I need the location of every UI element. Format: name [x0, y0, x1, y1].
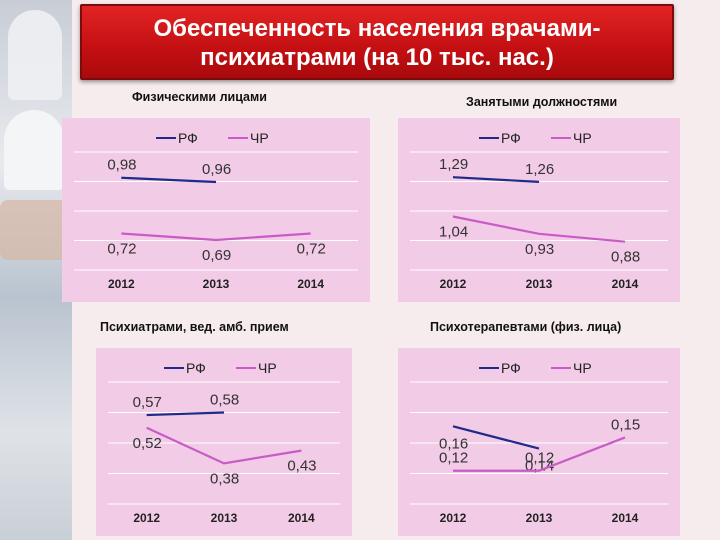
x-tick-label: 2013: [526, 277, 553, 291]
data-label: 0,52: [133, 435, 162, 452]
x-tick-label: 2012: [133, 511, 160, 525]
series-line-chr: [121, 232, 311, 242]
page-title-line2: психиатрами (на 10 тыс. нас.): [200, 44, 554, 71]
series-line-rf: [452, 425, 540, 450]
x-tick-label: 2013: [526, 511, 553, 525]
data-label: 0,58: [210, 392, 239, 409]
page-title: Обеспеченность населения врачами- психиа…: [82, 6, 672, 72]
chart-panel-outpatient: РФ ЧР 0,57 0,58 0,52 0,38 0,43 2012 2013 2014: [96, 348, 352, 536]
data-label: 0,72: [107, 241, 136, 258]
legend-label-chr: ЧР: [250, 130, 269, 146]
data-label: 0,12: [525, 450, 554, 467]
chart-subtitle-posts: Занятыми должностями: [466, 95, 618, 109]
data-label: 0,93: [525, 241, 554, 258]
chart-panel-posts: РФ ЧР 1,29 1,26 1,04 0,93 0,88 2012 2013 2014: [398, 118, 680, 302]
data-label: 1,26: [525, 161, 554, 178]
series-line-rf: [121, 176, 217, 184]
chart-posts-svg: РФ ЧР 1,29 1,26 1,04 0,93 0,88 2012 2013 2014: [410, 130, 668, 291]
data-label: 0,69: [202, 247, 231, 264]
x-tick-label: 2014: [612, 511, 639, 525]
series-line-chr: [452, 215, 626, 243]
x-tick-label: 2012: [108, 277, 135, 291]
legend-label-chr: ЧР: [573, 130, 592, 146]
data-label: 1,04: [439, 224, 468, 241]
data-label: 0,96: [202, 161, 231, 178]
patient-silhouette: [0, 200, 70, 260]
x-tick-label: 2012: [440, 511, 467, 525]
background-photo-collage: [0, 0, 72, 540]
chart-subtitle-outpatient: Психиатрами, вед. амб. прием: [100, 320, 289, 334]
legend-label-rf: РФ: [178, 130, 198, 146]
x-tick-label: 2014: [297, 277, 324, 291]
doctor-silhouette: [4, 110, 64, 190]
data-label: 0,16: [439, 435, 468, 452]
data-label: 0,88: [611, 249, 640, 266]
data-label: 0,43: [287, 458, 316, 475]
chart-subtitle-phys: Физическими лицами: [132, 90, 267, 104]
data-label: 0,12: [439, 450, 468, 467]
data-label: 0,38: [210, 470, 239, 487]
doctor-silhouette: [8, 10, 62, 100]
x-tick-label: 2012: [440, 277, 467, 291]
data-label: 0,15: [611, 416, 640, 433]
page-title-line1: Обеспеченность населения врачами-: [153, 15, 601, 42]
chart-phys-svg: РФ ЧР 0,98 0,96 0,72 0,69 0,72 2012 2013 2014: [74, 130, 358, 291]
data-label: 0,72: [297, 241, 326, 258]
legend-label-rf: РФ: [186, 360, 206, 376]
data-label: 1,29: [439, 156, 468, 173]
data-label: 0,98: [107, 157, 136, 174]
legend-label-chr: ЧР: [258, 360, 277, 376]
data-label: 0,57: [133, 394, 162, 411]
chart-panel-phys: РФ ЧР 0,98 0,96 0,72 0,69 0,72 2012 2013 2014: [62, 118, 370, 302]
series-line-chr: [146, 426, 302, 465]
chart-subtitle-psychotherapists: Психотерапевтами (физ. лица): [430, 320, 622, 334]
legend-label-rf: РФ: [501, 130, 521, 146]
series-line-rf: [146, 411, 225, 417]
x-tick-label: 2013: [203, 277, 230, 291]
x-tick-label: 2014: [288, 511, 315, 525]
series-line-chr: [453, 436, 626, 472]
series-line-rf: [452, 176, 540, 183]
legend-label-chr: ЧР: [573, 360, 592, 376]
chart-panel-psychotherapists: РФ ЧР 0,16 0,14 0,12 0,12 0,15 2012 2013 2014: [398, 348, 680, 536]
x-tick-label: 2014: [612, 277, 639, 291]
x-tick-label: 2013: [211, 511, 238, 525]
chart-outpatient-svg: РФ ЧР 0,57 0,58 0,52 0,38 0,43 2012 2013 2014: [108, 360, 340, 525]
title-banner: Обеспеченность населения врачами- психиа…: [80, 4, 674, 80]
legend-label-rf: РФ: [501, 360, 521, 376]
